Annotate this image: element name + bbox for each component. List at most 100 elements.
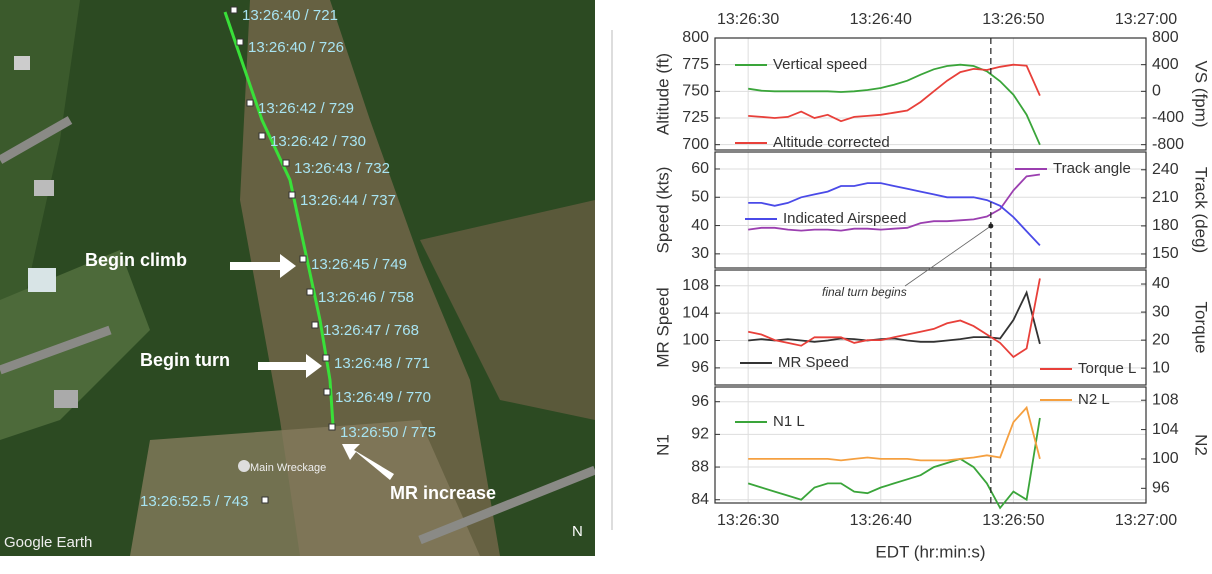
clearing [240, 0, 500, 556]
x-tick-label: 13:27:00 [1115, 512, 1177, 529]
x-tick-label: 13:27:00 [1115, 11, 1177, 28]
y-tick-label: 700 [682, 136, 709, 153]
wreckage-marker [238, 460, 250, 472]
wreckage-label: Main Wreckage [250, 462, 326, 474]
legend-label: Track angle [1053, 160, 1131, 177]
track-point [258, 132, 266, 140]
track-label: 13:26:43 / 732 [294, 160, 390, 177]
arrow [258, 354, 322, 378]
y-tick-label: 100 [682, 332, 709, 349]
x-tick-label: 13:26:30 [717, 11, 779, 28]
house [28, 268, 56, 292]
legend-label: Vertical speed [773, 56, 867, 73]
y2-tick-label: 100 [1152, 450, 1179, 467]
track-label: 13:26:48 / 771 [334, 355, 430, 372]
y-tick-label: 88 [691, 458, 709, 475]
y-axis-label: Speed (kts) [653, 167, 672, 254]
y-tick-label: 108 [682, 277, 709, 294]
house [54, 390, 78, 408]
x-tick-label: 13:26:40 [850, 11, 912, 28]
y-tick-label: 30 [691, 245, 709, 262]
track-point [282, 159, 290, 167]
callout: Begin turn [140, 350, 230, 370]
legend-label: N1 L [773, 413, 805, 430]
track-point [246, 99, 254, 107]
track-point [322, 354, 330, 362]
track-label: 13:26:40 / 721 [242, 7, 338, 24]
y-tick-label: 60 [691, 160, 709, 177]
y2-axis-label: Track (deg) [1192, 167, 1211, 253]
y2-tick-label: 108 [1152, 391, 1179, 408]
arrow [230, 254, 296, 278]
track-label: 13:26:44 / 737 [300, 192, 396, 209]
legend-label: Torque L [1078, 360, 1136, 377]
chart-panel: 96 100 104 108 10 20 30 40 MR Speed Torque MR Spee… [653, 269, 1211, 386]
track-point [328, 423, 336, 431]
chart-panel: 13:26:30 13:26:40 13:26:50 13:27:00 84 88 92 96… [653, 386, 1211, 561]
y2-tick-label: -800 [1152, 136, 1184, 153]
series-line [748, 63, 1041, 123]
y2-axis-label: N2 [1192, 434, 1211, 456]
y2-tick-label: 104 [1152, 421, 1179, 438]
x-tick-label: 13:26:50 [982, 512, 1044, 529]
annotation-dot [988, 223, 994, 229]
track-label: 13:26:45 / 749 [311, 256, 407, 273]
series-line [748, 405, 1041, 462]
y-tick-label: 104 [682, 304, 709, 321]
satellite-map: 13:26:40 / 721 13:26:40 / 726 13:26:42 / 7… [0, 0, 595, 556]
y-tick-label: 750 [682, 83, 709, 100]
legend-label: N2 L [1078, 391, 1110, 408]
clearing [420, 200, 595, 420]
track-label: 13:26:49 / 770 [335, 389, 431, 406]
y-tick-label: 92 [691, 426, 709, 443]
y2-tick-label: 96 [1152, 480, 1170, 497]
y2-axis-label: VS (fpm) [1192, 60, 1211, 127]
house [14, 56, 30, 70]
y2-tick-label: 800 [1152, 29, 1179, 46]
y-tick-label: 96 [691, 359, 709, 376]
track-point [299, 255, 307, 263]
x-axis-label: EDT (hr:min:s) [875, 542, 985, 561]
callout: Begin climb [85, 250, 187, 270]
road [0, 116, 595, 545]
track-point [230, 6, 238, 14]
annotation-leader [904, 225, 992, 287]
track-label: 13:26:42 / 729 [258, 100, 354, 117]
chart-panel: 13:26:30 13:26:40 13:26:50 13:27:00 700 725 75… [653, 11, 1210, 153]
track-label: 13:26:52.5 / 743 [140, 493, 248, 510]
annotation: final turn begins [822, 285, 907, 299]
y2-tick-label: 240 [1152, 161, 1179, 178]
y2-tick-label: 10 [1152, 359, 1170, 376]
track-point [323, 388, 331, 396]
y2-tick-label: 180 [1152, 217, 1179, 234]
y2-tick-label: 210 [1152, 189, 1179, 206]
panel-frame [714, 386, 1147, 504]
y-tick-label: 40 [691, 217, 709, 234]
track-point [306, 288, 314, 296]
y-axis-label: Altitude (ft) [653, 53, 672, 135]
y-tick-label: 84 [691, 491, 709, 508]
panel-frame [714, 37, 1147, 151]
y-tick-label: 96 [691, 393, 709, 410]
series-line [748, 289, 1041, 345]
chart-panel: 30 40 50 60 150 180 210 240 Speed (kts) Track (de… [653, 151, 1211, 269]
callout: MR increase [390, 483, 496, 503]
track-point [261, 496, 269, 504]
series-line [747, 417, 1041, 510]
series-line [748, 63, 1041, 146]
y2-tick-label: 40 [1152, 275, 1170, 292]
y2-axis-label: Torque [1192, 302, 1211, 354]
clearing [130, 420, 480, 556]
track-label: 13:26:46 / 758 [318, 289, 414, 306]
x-tick-label: 13:26:30 [717, 512, 779, 529]
series-line [748, 278, 1041, 359]
track-label: 13:26:42 / 730 [270, 133, 366, 150]
y2-tick-label: 30 [1152, 303, 1170, 320]
y2-tick-label: -400 [1152, 109, 1184, 126]
track-point [288, 191, 296, 199]
track-point [236, 38, 244, 46]
track-label: 13:26:50 / 775 [340, 424, 436, 441]
legend-label: Indicated Airspeed [783, 210, 906, 227]
y-axis-label: MR Speed [653, 287, 672, 367]
